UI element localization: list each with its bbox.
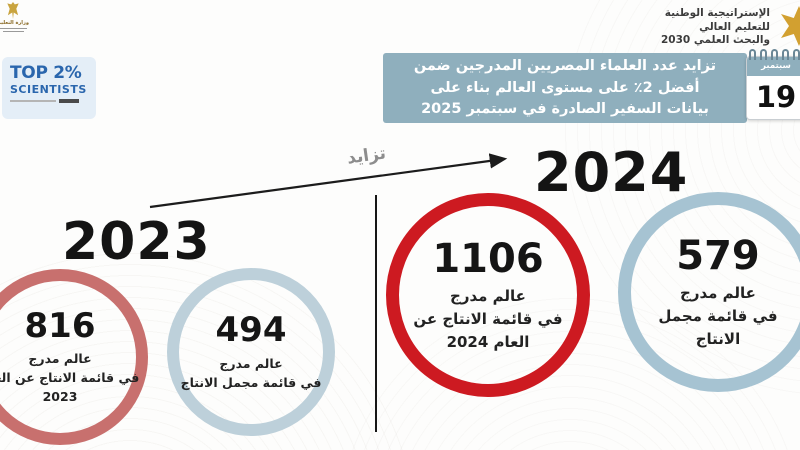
- strategy-line-2: للتعليم العالي: [699, 20, 770, 33]
- badge-title: TOP 2%: [10, 63, 82, 83]
- label-2024-annual-line2: في قائمة الانتاج عن: [413, 309, 563, 328]
- label-2023-overall-line2: في قائمة مجمل الانتاج: [180, 374, 322, 390]
- label-2024-overall-line3: الانتاج: [695, 329, 741, 348]
- increase-arrow: [149, 153, 508, 209]
- headline-line-3: بيانات السفير الصادرة في سبتمبر 2025: [421, 101, 709, 117]
- label-2024-annual-line3: العام 2024: [446, 332, 530, 351]
- top2-scientists-badge: TOP 2% SCIENTISTS: [2, 57, 96, 119]
- eagle-emblem-icon: [7, 2, 19, 19]
- calendar-day: 19: [755, 80, 797, 114]
- circle-2024-overall-list: 579 عالم مدرج في قائمة مجمل الانتاج: [618, 192, 800, 392]
- count-2023-annual: 816: [24, 305, 96, 346]
- label-2024-overall-line1: عالم مدرج: [680, 283, 756, 302]
- strategy-line-1: الإستراتيجية الوطنية: [664, 7, 770, 19]
- calendar-icon: سبتمبر 19: [746, 56, 800, 120]
- calendar-binder-rings: [749, 49, 800, 60]
- badge-tagline-dark-bar: [59, 99, 79, 103]
- count-2023-overall: 494: [215, 310, 287, 351]
- label-2024-overall-line2: في قائمة مجمل: [658, 306, 778, 325]
- headline-line-2: أفضل 2٪ على مستوى العالم بناء على: [430, 79, 700, 96]
- ring-icon: [760, 49, 767, 60]
- gold-star-icon: [781, 6, 800, 46]
- ring-icon: [782, 49, 789, 60]
- label-2023-annual-line1: عالم مدرج: [28, 351, 92, 367]
- circle-2023-annual-list: 816 عالم مدرج في قائمة الانتاج عن العام …: [0, 269, 148, 445]
- label-2024-annual-line1: عالم مدرج: [450, 286, 526, 305]
- calendar-month: سبتمبر: [747, 57, 800, 76]
- strategy-2030-logo: الإستراتيجية الوطنية للتعليم العالي والب…: [616, 7, 770, 48]
- headline-line-1: تزايد عدد العلماء المصريين المدرجين ضمن: [413, 58, 717, 74]
- ministry-logo-label: وزارة التعليم العالي: [0, 20, 29, 26]
- strategy-line-3: والبحث العلمي 2030: [661, 34, 770, 46]
- count-2024-overall: 579: [676, 232, 760, 279]
- year-heading-2024: 2024: [534, 141, 689, 204]
- circle-2023-overall-list: 494 عالم مدرج في قائمة مجمل الانتاج: [167, 268, 335, 436]
- ministry-logo-text-line: [0, 27, 27, 29]
- year-divider-line: [375, 195, 377, 432]
- badge-tagline-text-bar: [10, 100, 56, 102]
- label-2023-annual-line3: 2023: [42, 389, 78, 405]
- ring-icon: [771, 49, 778, 60]
- label-2023-annual-line2: في قائمة الانتاج عن العام: [0, 370, 140, 386]
- circle-2024-annual-list: 1106 عالم مدرج في قائمة الانتاج عن العام…: [386, 193, 590, 397]
- ministry-logo-text-line: [2, 30, 24, 32]
- label-2023-overall-line1: عالم مدرج: [219, 355, 283, 371]
- year-heading-2023: 2023: [62, 212, 211, 272]
- ring-icon: [793, 49, 800, 60]
- badge-tagline: [10, 99, 88, 103]
- ring-icon: [749, 49, 756, 60]
- ministry-logo: وزارة التعليم العالي: [0, 2, 29, 32]
- headline-banner: تزايد عدد العلماء المصريين المدرجين ضمن …: [383, 53, 747, 123]
- badge-subtitle: SCIENTISTS: [10, 83, 87, 96]
- count-2024-annual: 1106: [432, 235, 544, 282]
